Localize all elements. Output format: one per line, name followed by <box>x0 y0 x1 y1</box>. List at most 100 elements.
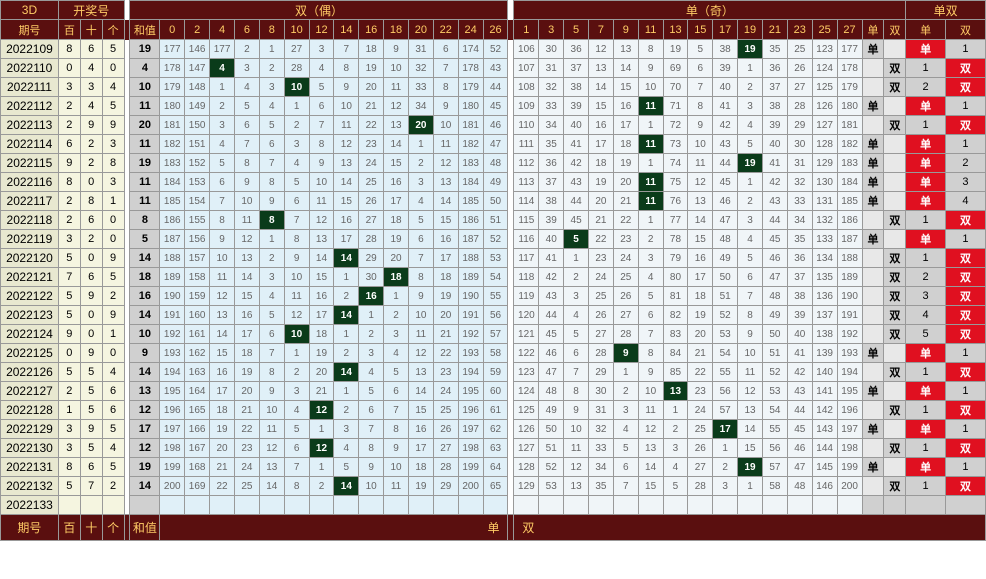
sd-dan <box>862 59 884 78</box>
sd-dan <box>862 268 884 287</box>
odd-cell: 19 <box>663 40 688 59</box>
odd-cell: 140 <box>812 363 837 382</box>
odd-cell: 19 <box>738 154 763 173</box>
even-cell: 2 <box>284 363 309 382</box>
sd-shuang <box>884 192 906 211</box>
odd-cell: 125 <box>514 401 539 420</box>
odd-cell: 18 <box>589 154 614 173</box>
sd-shuang <box>884 154 906 173</box>
digit-cell <box>58 496 80 515</box>
even-cell: 4 <box>210 135 235 154</box>
odd-cell: 7 <box>564 363 589 382</box>
even-col-4: 4 <box>210 20 235 40</box>
even-cell: 183 <box>458 154 483 173</box>
odd-cell: 49 <box>713 249 738 268</box>
data-row: 2022118260818615581187121627185151865111… <box>1 211 986 230</box>
odd-cell: 9 <box>613 344 638 363</box>
hezhi-cell: 18 <box>130 268 160 287</box>
even-cell: 177 <box>160 40 185 59</box>
odd-cell: 39 <box>787 306 812 325</box>
shi-header: 十 <box>80 20 102 40</box>
even-cell: 34 <box>408 97 433 116</box>
sd-shuang: 双 <box>884 116 906 135</box>
odd-cell: 12 <box>738 382 763 401</box>
odd-cell: 39 <box>762 116 787 135</box>
even-cell <box>433 496 458 515</box>
even-cell: 19 <box>210 420 235 439</box>
odd-cell: 49 <box>762 306 787 325</box>
odd-cell: 2 <box>738 78 763 97</box>
digit-cell: 8 <box>102 154 124 173</box>
even-cell: 48 <box>483 154 508 173</box>
digit-cell: 6 <box>80 211 102 230</box>
odd-cell: 47 <box>713 211 738 230</box>
odd-cell: 40 <box>713 78 738 97</box>
odd-cell: 41 <box>713 97 738 116</box>
even-cell: 17 <box>210 382 235 401</box>
hezhi-header: 和值 <box>130 20 160 40</box>
even-col-26: 26 <box>483 20 508 40</box>
even-cell: 45 <box>483 97 508 116</box>
odd-cell: 44 <box>762 211 787 230</box>
digit-cell: 0 <box>80 249 102 268</box>
odd-cell: 6 <box>738 268 763 287</box>
odd-cell: 138 <box>812 325 837 344</box>
dan-result: 1 <box>906 59 946 78</box>
even-cell: 9 <box>309 154 334 173</box>
shuang-result: 3 <box>945 173 985 192</box>
odd-cell: 127 <box>514 439 539 458</box>
even-cell: 180 <box>458 97 483 116</box>
even-cell: 153 <box>185 173 210 192</box>
even-cell: 14 <box>334 363 359 382</box>
odd-cell: 12 <box>688 173 713 192</box>
odd-cell: 13 <box>589 59 614 78</box>
odd-cell: 29 <box>589 363 614 382</box>
data-row: 2022131865191991682124137159101828199641… <box>1 458 986 477</box>
odd-cell: 5 <box>564 230 589 249</box>
even-cell: 188 <box>160 249 185 268</box>
digit-cell <box>102 496 124 515</box>
sd-shuang: 双 <box>884 306 906 325</box>
odd-cell: 5 <box>738 135 763 154</box>
digit-cell: 2 <box>58 192 80 211</box>
odd-cell: 193 <box>837 344 862 363</box>
even-col-0: 0 <box>160 20 185 40</box>
even-cell: 6 <box>384 382 409 401</box>
even-cell: 10 <box>284 78 309 97</box>
digit-cell: 9 <box>102 306 124 325</box>
odd-cell: 2 <box>564 268 589 287</box>
even-cell: 14 <box>334 249 359 268</box>
even-cell: 190 <box>160 287 185 306</box>
sd-shuang: 双 <box>884 439 906 458</box>
even-cell: 43 <box>483 59 508 78</box>
even-cell: 2 <box>359 325 384 344</box>
digit-cell: 5 <box>58 249 80 268</box>
odd-cell: 39 <box>713 59 738 78</box>
even-cell: 7 <box>408 249 433 268</box>
odd-cell: 21 <box>688 344 713 363</box>
odd-cell: 13 <box>638 439 663 458</box>
hezhi-cell: 12 <box>130 439 160 458</box>
even-cell: 193 <box>160 344 185 363</box>
even-cell: 6 <box>235 116 260 135</box>
odd-cell <box>663 496 688 515</box>
even-cell: 49 <box>483 173 508 192</box>
hezhi-cell: 11 <box>130 135 160 154</box>
odd-cell: 194 <box>837 363 862 382</box>
even-cell: 63 <box>483 439 508 458</box>
qihao-cell: 2022112 <box>1 97 59 116</box>
even-cell: 9 <box>284 249 309 268</box>
odd-cell: 45 <box>787 420 812 439</box>
even-cell: 10 <box>284 268 309 287</box>
even-cell: 24 <box>359 154 384 173</box>
data-row: 2022132572142001692225148214101119292006… <box>1 477 986 496</box>
even-cell: 9 <box>408 287 433 306</box>
odd-cell: 70 <box>663 78 688 97</box>
even-cell <box>185 496 210 515</box>
even-cell: 21 <box>433 325 458 344</box>
odd-cell: 124 <box>514 382 539 401</box>
sd-shuang: 双 <box>884 401 906 420</box>
odd-col-13: 13 <box>663 20 688 40</box>
sd-shuang <box>884 496 906 515</box>
even-cell: 20 <box>433 306 458 325</box>
